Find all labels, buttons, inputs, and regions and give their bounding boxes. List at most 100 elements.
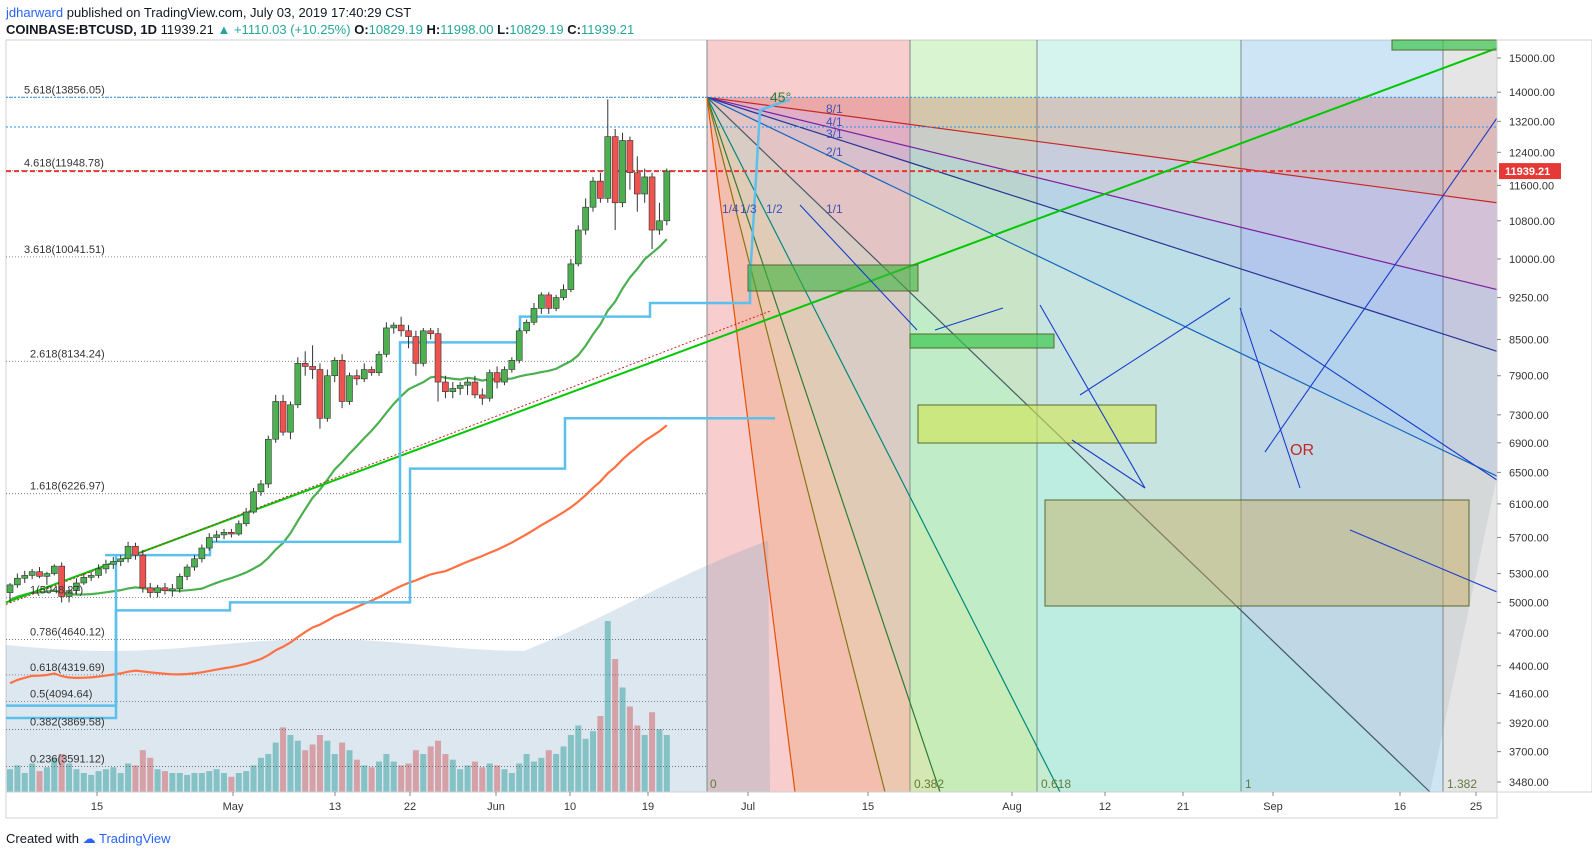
price-tick-label: 6500.00 — [1509, 467, 1549, 479]
price-tick-label: 10000.00 — [1509, 254, 1555, 266]
volume-bar — [449, 759, 456, 792]
candle-body — [169, 588, 176, 591]
volume-bar — [73, 769, 80, 792]
volume-bar — [383, 754, 390, 792]
price-tick-label: 13200.00 — [1509, 116, 1555, 128]
volume-bar — [560, 746, 567, 792]
candle-body — [449, 388, 457, 392]
projection-arrow — [934, 307, 1004, 331]
volume-bar — [43, 767, 50, 792]
fan-label: 8/1 — [826, 102, 843, 116]
candle-body — [250, 491, 257, 513]
price-tick-label: 15000.00 — [1509, 53, 1555, 65]
fan-line — [706, 97, 941, 793]
fib-level-label: 0.5(4094.64) — [30, 688, 92, 700]
volume-bar — [619, 687, 626, 792]
price-tick-label: 4700.00 — [1509, 628, 1549, 640]
candle-body — [257, 483, 265, 493]
tradingview-brand[interactable]: TradingView — [99, 831, 171, 846]
price-tick-label: 5300.00 — [1509, 569, 1549, 581]
candle-body — [132, 545, 139, 556]
fan-label: 45° — [770, 89, 791, 105]
candle-body — [161, 587, 169, 591]
candle-body — [633, 172, 641, 195]
price-tick-label: 9250.00 — [1509, 293, 1549, 305]
volume-bar — [501, 769, 508, 792]
time-fib-label: 0.618 — [1041, 777, 1071, 791]
candle-body — [589, 180, 597, 208]
candle-body — [567, 263, 575, 290]
volume-bar — [36, 771, 43, 792]
volume-bar — [102, 769, 109, 792]
fib-level-label: 5.618(13856.05) — [24, 84, 105, 96]
candle-body — [154, 587, 161, 593]
current-price-badge — [1499, 163, 1561, 180]
author-link[interactable]: jdharward — [6, 5, 64, 20]
price-tick-label: 11600.00 — [1509, 180, 1554, 192]
volume-bar — [530, 761, 537, 792]
candle-body — [235, 523, 243, 535]
candle-body — [87, 575, 95, 578]
target-box — [747, 264, 919, 292]
time-tick-label: May — [223, 801, 244, 813]
candle-body — [228, 531, 235, 535]
volume-bar — [390, 761, 397, 792]
publish-line: jdharward published on TradingView.com, … — [6, 4, 634, 21]
volume-bar — [464, 765, 471, 792]
plot-area — [5, 39, 1498, 793]
projection-arrow — [1239, 307, 1301, 489]
fib-level-label: 1.618(6226.97) — [30, 481, 105, 493]
volume-bar — [442, 754, 449, 792]
candle-body — [501, 369, 508, 383]
volume-bar — [353, 759, 360, 792]
fan-line — [706, 96, 1431, 793]
candle-body — [552, 297, 560, 309]
projection-arrow — [1071, 439, 1146, 489]
volume-bar — [228, 776, 235, 792]
fan-label: 4/1 — [826, 115, 843, 129]
candle-body — [331, 359, 339, 377]
candle-body — [493, 372, 501, 383]
candle-body — [316, 369, 324, 419]
candle-body — [36, 571, 43, 577]
candle-body — [574, 229, 582, 265]
volume-bar — [479, 767, 486, 792]
volume-bar — [361, 765, 368, 792]
candle-body — [124, 545, 132, 560]
time-tick-label: 10 — [564, 801, 576, 813]
volume-bar — [523, 754, 530, 792]
candle-body — [471, 381, 479, 396]
time-tick-label: 19 — [642, 801, 654, 813]
candle-body — [346, 375, 353, 402]
volume-bar — [649, 712, 656, 792]
volume-bar — [590, 731, 597, 792]
candle-body — [412, 336, 420, 364]
symbol-label[interactable]: COINBASE:BTCUSD, 1D — [6, 22, 157, 37]
or-annotation: OR — [1290, 442, 1314, 459]
volume-bar — [420, 754, 427, 792]
time-tick-label: Jul — [741, 801, 755, 813]
candle-body — [405, 330, 412, 337]
projection-arrow — [1264, 117, 1498, 453]
low-label: L: — [497, 22, 510, 37]
candle-body — [65, 590, 73, 597]
volume-bar — [567, 735, 574, 792]
volume-bar — [191, 773, 198, 792]
candle-body — [486, 372, 494, 399]
candle-body — [464, 381, 471, 386]
volume-bar — [398, 765, 405, 792]
open-value: 10829.19 — [368, 22, 423, 37]
volume-bar — [316, 735, 323, 792]
volume-bar — [287, 735, 294, 792]
volume-bar — [213, 769, 220, 792]
candle-body — [183, 566, 191, 577]
candle-body — [523, 321, 530, 332]
volume-bar — [154, 769, 161, 792]
volume-bar — [110, 767, 117, 792]
candle-body — [456, 384, 464, 389]
time-tick-label: 25 — [1470, 801, 1482, 813]
volume-bar — [368, 767, 375, 792]
time-tick-label: Jun — [487, 801, 505, 813]
volume-bar — [331, 754, 338, 792]
